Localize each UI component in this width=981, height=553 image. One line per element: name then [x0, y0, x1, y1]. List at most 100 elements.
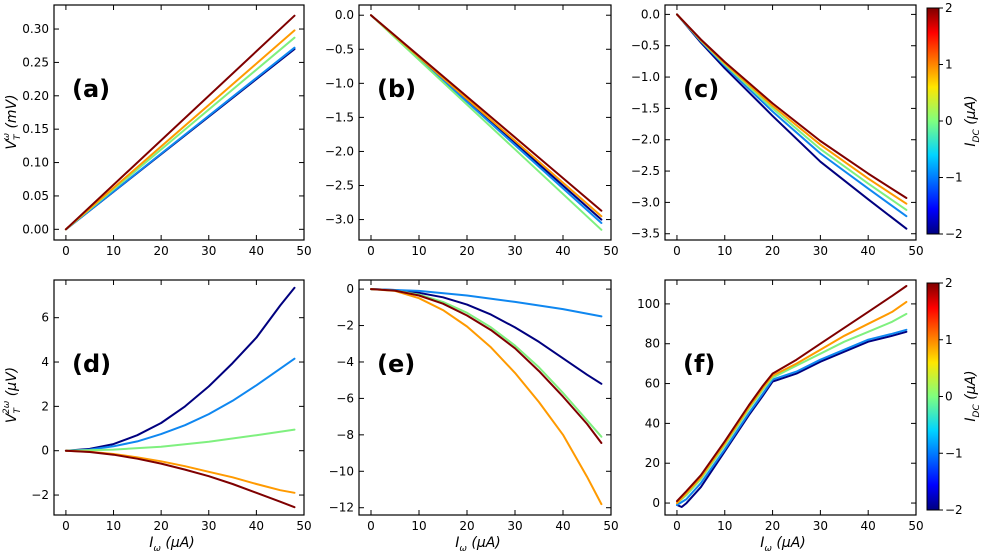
panel-label-c: (c) — [683, 75, 719, 103]
xtick-label-b: 20 — [459, 244, 474, 258]
xtick-label-d: 30 — [201, 519, 216, 533]
ytick-label-c: −2.5 — [631, 164, 660, 178]
ytick-label-e: −6 — [336, 391, 354, 405]
xtick-label-a: 0 — [62, 244, 70, 258]
ylabel-top: VTω (mV) — [2, 94, 23, 149]
panel-label-e: (e) — [377, 350, 415, 378]
panel-b: 0 10 20 30 40 50 0.0 −0.5 −1.0 −1.5 −2.0 −2.5 −3.0 (b… — [325, 4, 619, 258]
xtick-label-b: 30 — [507, 244, 522, 258]
series-line-d-4 — [64, 449, 296, 509]
xtick-label-d: 40 — [249, 519, 264, 533]
series-line-b-4 — [370, 14, 603, 212]
ytick-label-c: −1.5 — [631, 101, 660, 115]
ytick-label-a: 0.10 — [22, 156, 49, 170]
ytick-label-f: 20 — [645, 456, 660, 470]
svg-text:VT2ω (μV): VT2ω (μV) — [2, 367, 23, 423]
series-line-e-3 — [370, 288, 603, 506]
xtick-label-f: 40 — [861, 519, 876, 533]
ytick-label-b: −2.5 — [325, 179, 354, 193]
ytick-label-b: −3.0 — [325, 213, 354, 227]
colorbar-tick-label: −2 — [945, 503, 963, 517]
ytick-label-a: 0.30 — [22, 22, 49, 36]
xtick-label-c: 20 — [765, 244, 780, 258]
xtick-label-e: 0 — [367, 519, 375, 533]
xtick-label-d: 20 — [154, 519, 169, 533]
series-line-a-3 — [64, 29, 296, 231]
xtick-label-a: 40 — [249, 244, 264, 258]
xtick-label-e: 50 — [603, 519, 618, 533]
colorbar-tick-label: 0 — [945, 390, 953, 404]
ytick-label-e: −8 — [336, 428, 354, 442]
svg-text:VTω (mV): VTω (mV) — [2, 94, 23, 149]
ytick-label-e: −4 — [336, 355, 354, 369]
series-line-e-4 — [370, 288, 603, 444]
xtick-label-f: 20 — [765, 519, 780, 533]
xlabel-d: Iω (μA) — [149, 535, 195, 553]
colorbar-bottom-label: IDC (μA) — [963, 370, 981, 421]
xtick-label-c: 10 — [717, 244, 732, 258]
ytick-label-e: 0 — [346, 282, 354, 296]
ytick-label-f: 40 — [645, 416, 660, 430]
series-line-e-0 — [370, 288, 603, 385]
panel-label-f: (f) — [683, 350, 715, 378]
ytick-label-c: −0.5 — [631, 39, 660, 53]
series-line-d-0 — [64, 286, 296, 452]
panel-e: 0 10 20 30 40 50 0 −2 −4 −6 −8 −10 −12 (e) — [329, 279, 619, 533]
ytick-label-d: −2 — [31, 488, 49, 502]
axes-frame-a — [53, 4, 305, 241]
ytick-label-c: −2.0 — [631, 133, 660, 147]
series-line-e-1 — [370, 288, 603, 318]
panel-c: 0 10 20 30 40 50 0.0 −0.5 −1.0 −1.5 −2.0 −2.5 −3.0 −3… — [631, 4, 924, 258]
series-line-f-2 — [676, 312, 908, 505]
xtick-label-d: 0 — [62, 519, 70, 533]
colorbar-tick-label: −1 — [945, 446, 963, 460]
xtick-label-e: 10 — [411, 519, 426, 533]
ytick-label-b: −1.5 — [325, 110, 354, 124]
series-line-a-4 — [64, 14, 296, 231]
series-line-f-4 — [676, 285, 908, 503]
xtick-label-b: 40 — [555, 244, 570, 258]
ytick-label-e: −12 — [329, 501, 354, 515]
svg-text:IDC (μA): IDC (μA) — [963, 95, 981, 146]
axes-frame-e — [358, 279, 612, 516]
xtick-label-e: 20 — [459, 519, 474, 533]
series-line-d-2 — [64, 428, 296, 452]
xtick-label-f: 50 — [908, 519, 923, 533]
ytick-label-e: −2 — [336, 319, 354, 333]
axes-frame-c — [664, 4, 917, 241]
series-line-c-4 — [676, 13, 908, 199]
ylabel-bottom: VT2ω (μV) — [2, 367, 23, 423]
colorbar-top: 2 1 0 −1 −2 IDC (μA) — [926, 1, 981, 241]
ytick-label-a: 0.05 — [22, 189, 49, 203]
svg-text:IDC (μA): IDC (μA) — [963, 370, 981, 421]
xlabel-f: Iω (μA) — [760, 535, 806, 553]
ytick-label-d: 6 — [41, 311, 49, 325]
ytick-label-f: 0 — [652, 496, 660, 510]
xtick-label-a: 20 — [154, 244, 169, 258]
xtick-label-b: 50 — [603, 244, 618, 258]
ytick-label-c: −1.0 — [631, 70, 660, 84]
ytick-label-c: −3.0 — [631, 195, 660, 209]
colorbar-tick-label: 2 — [945, 276, 953, 290]
panel-f: 0 10 20 30 40 50 0 20 40 60 80 100 (f) — [637, 279, 924, 533]
ytick-label-f: 60 — [645, 377, 660, 391]
series-line-d-3 — [64, 449, 296, 494]
colorbar-tick-label: −1 — [945, 171, 963, 185]
colorbar-tick-label: 0 — [945, 114, 953, 128]
xtick-label-d: 10 — [106, 519, 121, 533]
ytick-label-c: −3.5 — [631, 227, 660, 241]
colorbar-tick-label: −2 — [945, 227, 963, 241]
series-line-f-3 — [676, 300, 908, 505]
ytick-label-d: 2 — [41, 399, 49, 413]
ytick-label-b: −1.0 — [325, 76, 354, 90]
ytick-label-d: 4 — [41, 355, 49, 369]
ytick-label-f: 80 — [645, 337, 660, 351]
ytick-label-c: 0.0 — [641, 7, 660, 21]
xtick-label-b: 0 — [367, 244, 375, 258]
colorbar-bottom-gradient — [926, 282, 940, 511]
ytick-label-a: 0.25 — [22, 55, 49, 69]
series-line-a-1 — [64, 46, 296, 231]
xtick-label-b: 10 — [411, 244, 426, 258]
ytick-label-a: 0.20 — [22, 89, 49, 103]
